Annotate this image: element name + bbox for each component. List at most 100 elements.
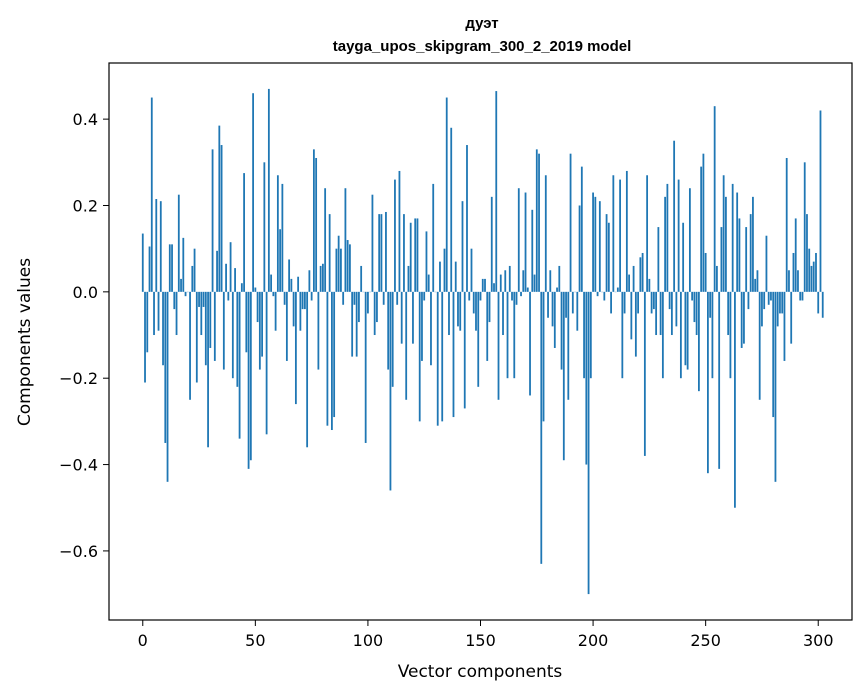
bar-136 — [448, 291, 450, 336]
bar-24 — [195, 291, 198, 383]
bar-145 — [468, 291, 471, 301]
bar-272 — [754, 278, 757, 292]
bar-57 — [270, 274, 273, 292]
bar-156 — [493, 283, 495, 292]
bar-52 — [258, 291, 261, 370]
bar-209 — [612, 175, 615, 292]
bar-234 — [668, 291, 671, 310]
bar-158 — [497, 291, 500, 400]
bar-33 — [216, 250, 218, 292]
bar-122 — [416, 218, 419, 292]
bar-227 — [652, 291, 655, 310]
bar-179 — [544, 175, 547, 292]
bar-184 — [556, 287, 558, 292]
bar-95 — [355, 291, 358, 357]
bar-219 — [634, 291, 637, 357]
bar-152 — [484, 278, 486, 292]
bar-121 — [414, 218, 417, 292]
bar-59 — [274, 291, 277, 331]
bar-124 — [421, 291, 423, 361]
bar-283 — [779, 291, 781, 314]
bar-137 — [450, 127, 453, 292]
bar-224 — [646, 175, 649, 292]
bar-15 — [175, 291, 178, 336]
bar-166 — [515, 291, 518, 305]
bar-169 — [522, 270, 525, 292]
bar-56 — [267, 88, 270, 292]
bar-176 — [538, 153, 540, 292]
bar-175 — [535, 149, 538, 292]
bar-296 — [808, 248, 811, 292]
bar-150 — [479, 291, 482, 301]
bar-239 — [679, 291, 682, 379]
bar-199 — [589, 291, 592, 379]
bar-29 — [207, 291, 209, 448]
bar-87 — [337, 235, 340, 292]
bar-168 — [520, 291, 522, 297]
bar-229 — [657, 227, 660, 292]
y-tick-label: 0.4 — [73, 110, 98, 129]
bar-34 — [218, 125, 221, 292]
bar-149 — [477, 291, 480, 387]
bar-261 — [729, 291, 732, 379]
bar-126 — [425, 231, 428, 292]
bar-141 — [459, 291, 462, 331]
bar-164 — [511, 291, 513, 301]
bar-82 — [326, 291, 329, 426]
bar-233 — [666, 183, 669, 292]
x-tick-label: 300 — [803, 631, 834, 650]
bar-142 — [461, 201, 464, 292]
bar-70 — [299, 291, 302, 331]
bar-36 — [222, 291, 225, 370]
bar-214 — [623, 291, 626, 314]
bar-60 — [276, 175, 279, 292]
bar-151 — [481, 278, 484, 292]
bar-301 — [819, 110, 822, 292]
bar-123 — [418, 291, 421, 422]
bar-215 — [625, 170, 628, 292]
bar-170 — [524, 192, 527, 292]
bar-205 — [603, 291, 606, 301]
bar-133 — [441, 291, 444, 422]
x-axis-ticks: 0 50 100 150 200 250 300 — [138, 620, 834, 650]
y-tick-label: 0.0 — [73, 283, 98, 302]
bar-291 — [797, 270, 799, 292]
bar-38 — [227, 291, 230, 301]
bar-100 — [367, 291, 369, 314]
bar-202 — [596, 291, 599, 297]
bar-250 — [704, 252, 707, 292]
bar-207 — [607, 222, 610, 292]
bar-267 — [743, 291, 745, 344]
bar-279 — [770, 291, 772, 301]
bar-115 — [400, 291, 403, 344]
bar-65 — [288, 259, 291, 292]
bar-73 — [306, 291, 309, 448]
bar-177 — [540, 291, 543, 564]
bar-256 — [718, 291, 721, 469]
bar-281 — [774, 291, 777, 482]
bar-249 — [702, 153, 705, 292]
bar-277 — [765, 235, 768, 292]
bar-252 — [709, 291, 712, 318]
bar-25 — [198, 291, 200, 307]
bar-80 — [321, 263, 324, 292]
bar-241 — [684, 291, 687, 366]
bar-147 — [472, 291, 475, 314]
bar-120 — [412, 291, 414, 344]
bar-102 — [371, 194, 374, 292]
bar-188 — [565, 291, 567, 318]
bar-67 — [292, 291, 295, 327]
bar-226 — [650, 291, 653, 314]
bar-12 — [168, 244, 171, 292]
bar-189 — [567, 291, 570, 400]
bar-298 — [812, 261, 815, 292]
bar-86 — [335, 248, 338, 292]
bar-92 — [349, 244, 351, 292]
bar-180 — [547, 291, 549, 318]
bar-46 — [245, 291, 248, 353]
bar-155 — [490, 196, 493, 292]
bar-104 — [376, 291, 378, 323]
bar-114 — [398, 170, 401, 292]
bar-295 — [806, 214, 808, 292]
bar-96 — [358, 291, 360, 323]
